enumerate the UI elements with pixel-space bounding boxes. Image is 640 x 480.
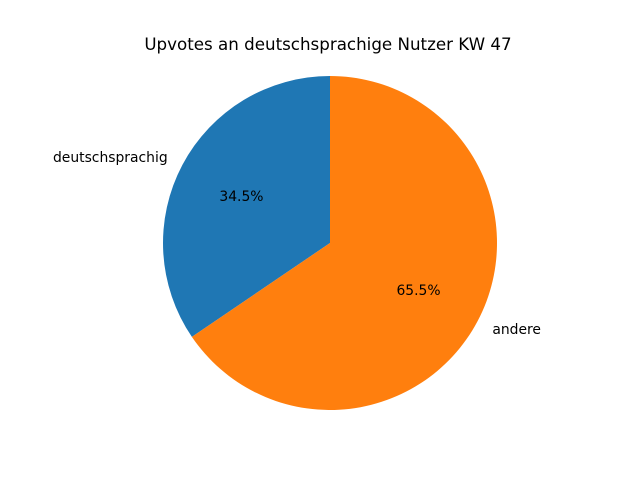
pct-label-deutschsprachig: 34.5% [219, 189, 263, 205]
pie-slices [163, 76, 498, 410]
pie-slice-andere [191, 76, 498, 410]
slice-label-andere: andere [492, 322, 541, 338]
pie-labels: 34.5% deutschsprachig 65.5% andere [53, 150, 541, 338]
chart-title: Upvotes an deutschsprachige Nutzer KW 47 [144, 34, 511, 54]
slice-label-deutschsprachig: deutschsprachig [53, 150, 168, 166]
pct-label-andere: 65.5% [396, 283, 440, 299]
pie-slice-deutschsprachig [163, 76, 330, 337]
